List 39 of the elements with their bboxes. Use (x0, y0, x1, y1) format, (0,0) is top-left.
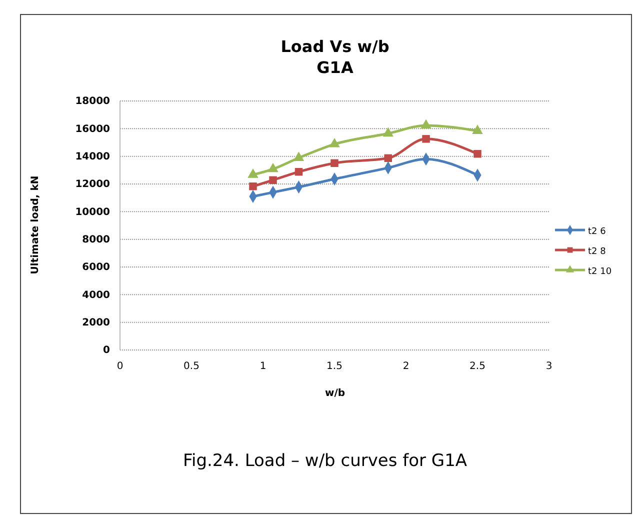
y-tick-label: 12000 (75, 179, 110, 190)
x-tick-label: 1.5 (326, 361, 342, 372)
legend-label: t2 8 (588, 247, 606, 257)
y-tick-label: 10000 (75, 206, 110, 218)
point (269, 176, 277, 184)
point (248, 168, 258, 178)
point (472, 124, 483, 134)
caption: Fig.24. Load – w/b curves for G1A (182, 451, 468, 471)
point (420, 119, 432, 129)
point (249, 182, 257, 190)
legend-label: t2 10 (588, 267, 612, 277)
x-tick-label: 2.5 (470, 361, 486, 372)
legend-label: t2 6 (588, 227, 606, 237)
y-tick-label: 14000 (75, 152, 110, 163)
y-tick-label: 8000 (82, 234, 110, 246)
x-tick-label: 0.5 (184, 361, 200, 372)
point (293, 152, 304, 161)
point (474, 150, 482, 158)
point (330, 159, 338, 167)
x-tick-label: 3 (546, 361, 552, 372)
chart-title: Load Vs w/b (280, 37, 390, 56)
y-tick-label: 2000 (82, 318, 110, 329)
y-axis-title: Ultimate load, kN (30, 176, 41, 274)
y-tick-label: 4000 (82, 290, 110, 301)
x-tick-label: 0 (116, 361, 124, 372)
point (382, 127, 394, 137)
point (384, 154, 392, 162)
point (422, 135, 430, 143)
y-tick-label: 18000 (75, 96, 110, 108)
chart-subtitle: G1A (316, 58, 354, 77)
y-tick-label: 16000 (75, 124, 110, 135)
x-tick-label: 2 (402, 361, 410, 372)
x-axis-title: w/b (324, 388, 346, 399)
point (268, 162, 278, 172)
point (329, 138, 340, 148)
y-tick-label: 6000 (82, 262, 110, 274)
x-tick-label: 1 (260, 361, 266, 372)
y-tick-label: 0 (103, 345, 110, 356)
point (294, 168, 303, 176)
